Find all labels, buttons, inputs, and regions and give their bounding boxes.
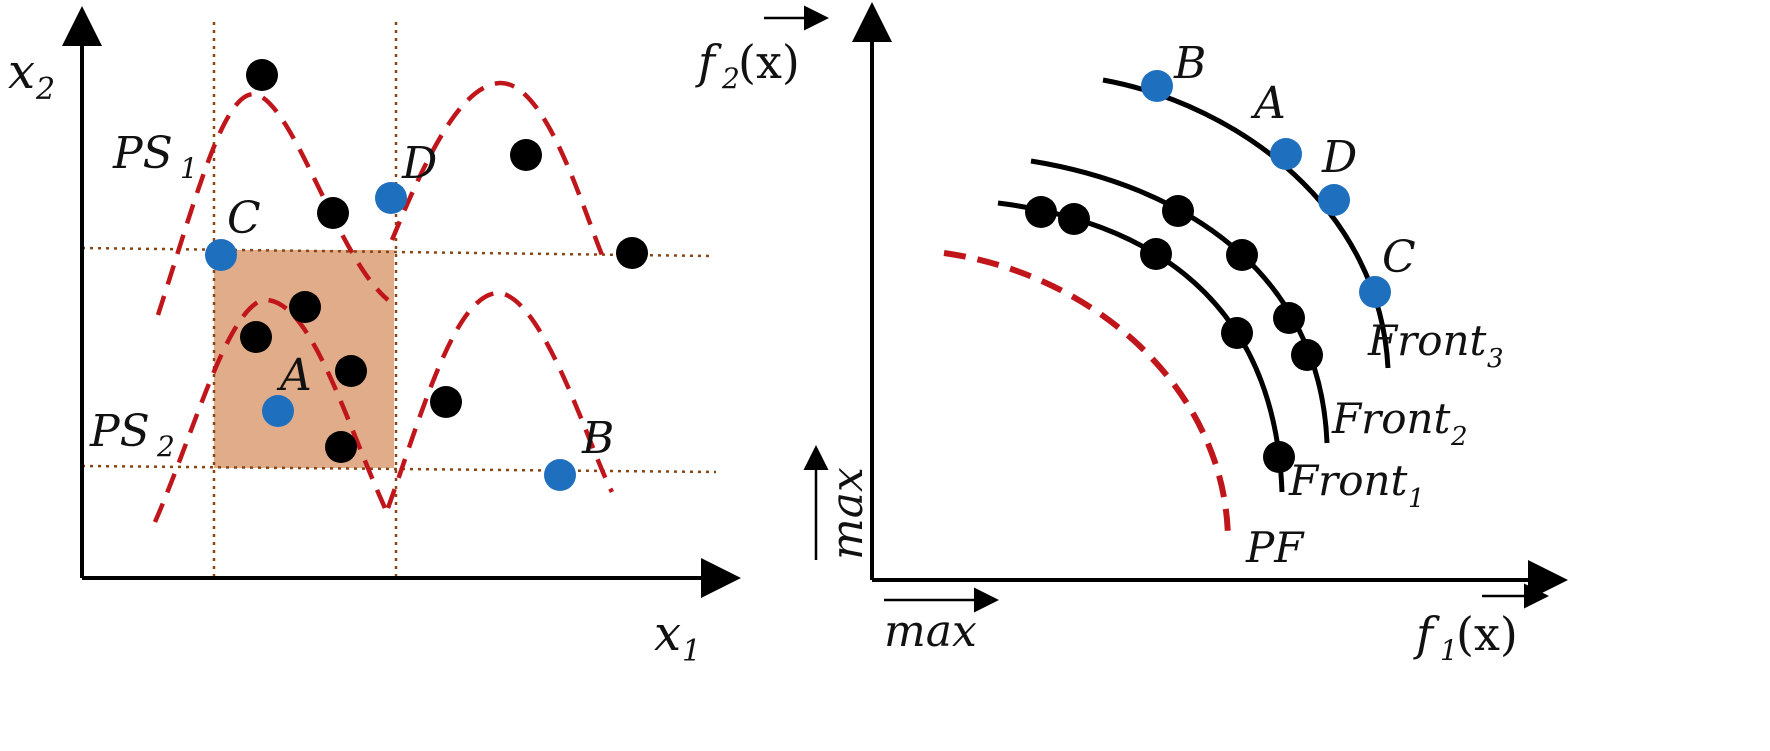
- label-B: B: [1173, 38, 1206, 89]
- f2-axis-label-sub: 2: [721, 62, 740, 95]
- ps2-curve-right: [385, 290, 614, 509]
- ps2-label-sub: 2: [156, 430, 175, 463]
- label-C: C: [227, 193, 261, 244]
- f1-axis-label-sub: 1: [1440, 634, 1458, 667]
- ps1-label: PS: [112, 128, 173, 179]
- objective-space-panel: B A D C Front 3 Front 2 Front 1 PF f 2 (…: [695, 2, 1568, 667]
- point-C: [205, 239, 237, 271]
- point-B: [1141, 70, 1173, 102]
- label-A: A: [276, 350, 312, 401]
- front2-label: Front: [1331, 394, 1451, 443]
- ps1-label-sub: 1: [180, 152, 198, 185]
- point-D: [1318, 184, 1350, 216]
- front1-point: [1025, 196, 1057, 228]
- f2-axis-label-arg: (x): [738, 35, 800, 89]
- dominated-region: [214, 250, 394, 468]
- front1-label: Front: [1288, 456, 1408, 505]
- solution-point: [616, 237, 648, 269]
- label-D: D: [401, 138, 437, 189]
- label-A: A: [1250, 78, 1286, 129]
- front3-label-sub: 3: [1487, 344, 1504, 374]
- front2-label-sub: 2: [1450, 422, 1468, 452]
- front3-label: Front: [1367, 316, 1487, 365]
- solution-point: [246, 59, 278, 91]
- point-A: [1270, 138, 1302, 170]
- label-B: B: [581, 413, 614, 464]
- x1-axis-label: x: [654, 606, 681, 662]
- point-B: [544, 459, 576, 491]
- front1-point: [1140, 238, 1172, 270]
- decision-blue-points: [205, 182, 576, 491]
- front2-point: [1291, 339, 1323, 371]
- label-D: D: [1321, 132, 1357, 183]
- front1-label-sub: 1: [1408, 484, 1425, 514]
- pf-curve: [943, 250, 1231, 543]
- max-x-label: max: [884, 606, 977, 657]
- ps2-label: PS: [89, 406, 150, 457]
- objective-black-points: [1025, 195, 1323, 473]
- f1-axis-label-arg: (x): [1456, 607, 1518, 661]
- pf-label: PF: [1245, 523, 1305, 572]
- front1-point: [1058, 203, 1090, 235]
- solution-point: [240, 321, 272, 353]
- point-D: [375, 182, 407, 214]
- guide-horizontal-top: [81, 246, 713, 258]
- objective-blue-points: [1141, 70, 1391, 308]
- ps2-curve-left: [152, 297, 388, 523]
- x2-axis-label: x: [8, 44, 35, 100]
- solution-point: [430, 386, 462, 418]
- solution-point: [325, 431, 357, 463]
- ps1-curve-left: [155, 92, 390, 316]
- x1-axis-label-sub: 1: [682, 634, 701, 669]
- solution-point: [317, 197, 349, 229]
- guide-horizontal-bottom: [81, 464, 717, 474]
- decision-space-panel: C D A B PS 1 PS 2 x 2 x 1: [8, 6, 741, 669]
- max-y-label: max: [822, 467, 873, 560]
- solution-point: [335, 355, 367, 387]
- max-y-group: max: [803, 445, 873, 560]
- solution-point: [510, 139, 542, 171]
- front2-point: [1226, 239, 1258, 271]
- point-C: [1359, 276, 1391, 308]
- ps1-curve-right: [389, 80, 605, 256]
- x2-axis-label-sub: 2: [35, 72, 55, 107]
- decision-black-points: [240, 59, 648, 463]
- front2-point: [1273, 302, 1305, 334]
- front1-point: [1263, 441, 1295, 473]
- solution-point: [289, 291, 321, 323]
- point-A: [262, 395, 294, 427]
- f2-axis-label: f: [695, 35, 722, 89]
- label-C: C: [1382, 232, 1416, 283]
- f1-axis-label: f: [1413, 607, 1440, 661]
- front2-point: [1162, 195, 1194, 227]
- front1-point: [1221, 317, 1253, 349]
